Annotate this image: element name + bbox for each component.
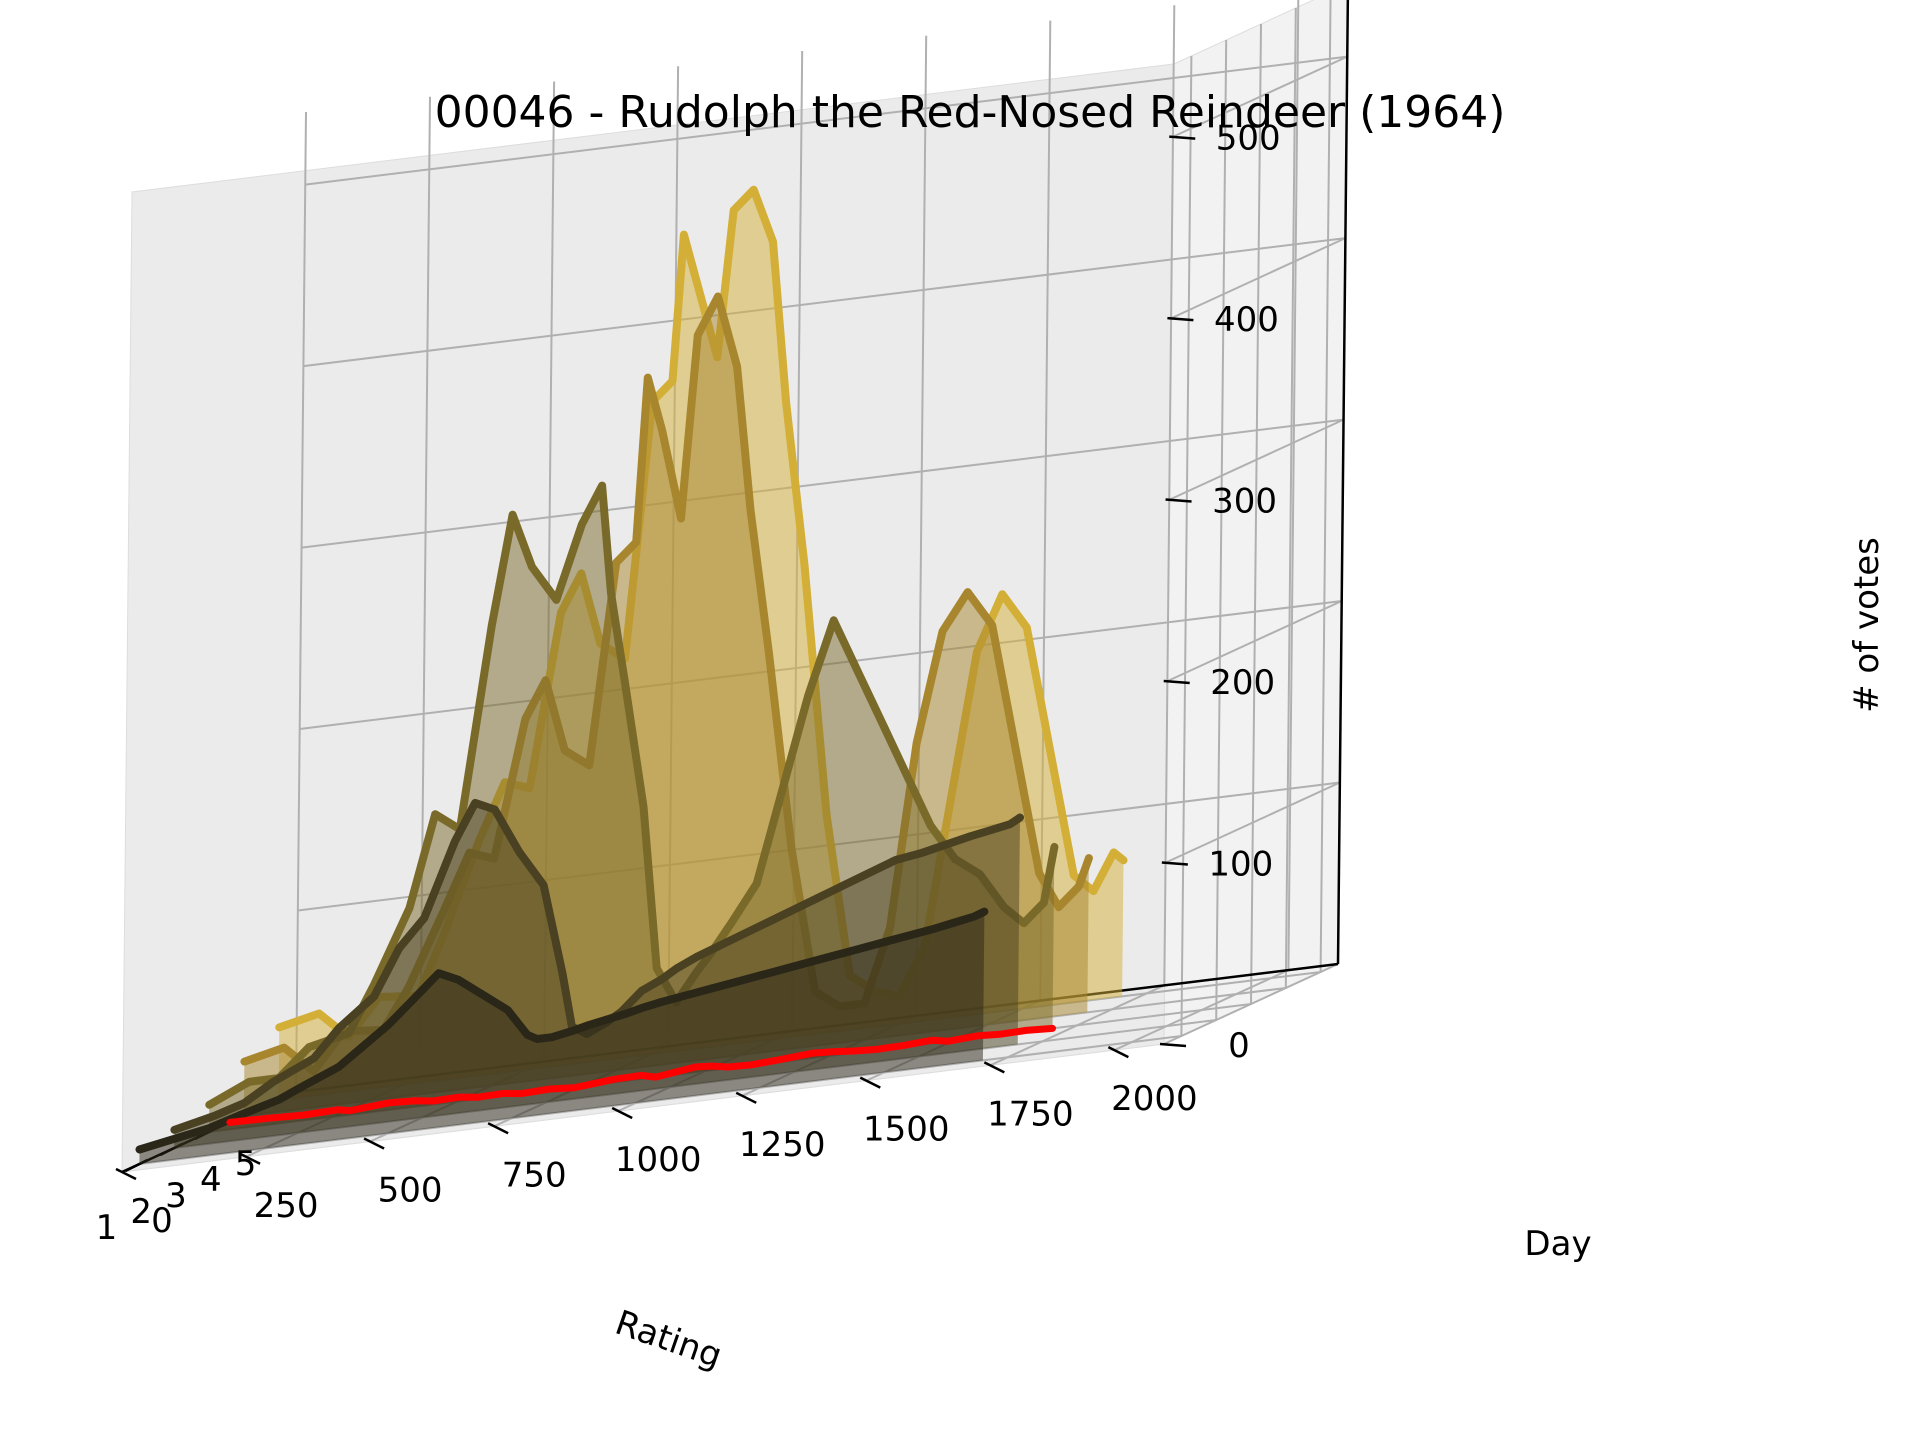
y-tick-label: 1750 — [987, 1094, 1074, 1134]
y-tick — [487, 1122, 509, 1135]
x-tick-label: 1 — [96, 1208, 118, 1248]
y-tick — [611, 1106, 633, 1120]
y-tick — [1107, 1045, 1129, 1059]
z-tick-label: 200 — [1210, 663, 1275, 703]
x-tick-label: 5 — [235, 1144, 257, 1184]
y-tick — [983, 1061, 1005, 1074]
z-tick — [1161, 861, 1188, 866]
y-tick — [859, 1076, 881, 1089]
z-tick — [1169, 135, 1196, 140]
y-tick-label: 1500 — [863, 1110, 950, 1150]
series-line — [135, 907, 989, 1154]
z-axis-label: # of votes — [1847, 537, 1887, 713]
y-tick-label: 0 — [151, 1201, 173, 1241]
chart-title: 00046 - Rudolph the Red-Nosed Reindeer (… — [435, 87, 1506, 138]
y-tick-label: 500 — [378, 1171, 443, 1211]
y-axis-label: Day — [1524, 1224, 1591, 1264]
z-tick-label: 400 — [1214, 300, 1279, 340]
z-tick — [1163, 679, 1190, 685]
y-tick-label: 250 — [254, 1186, 319, 1226]
y-tick — [363, 1137, 385, 1150]
y-tick — [115, 1167, 137, 1181]
z-tick-label: 0 — [1228, 1026, 1250, 1066]
z-tick — [1159, 1042, 1187, 1048]
x-tick-label: 2 — [130, 1192, 152, 1232]
x-axis-label: Rating — [610, 1303, 727, 1377]
z-tick-label: 100 — [1208, 845, 1273, 885]
y-tick — [735, 1091, 757, 1104]
z-tick-label: 300 — [1212, 482, 1277, 522]
x-tick-label: 3 — [165, 1176, 187, 1216]
y-tick-label: 1000 — [615, 1140, 702, 1180]
z-tick — [1165, 498, 1192, 503]
series-rating-1 — [135, 907, 989, 1164]
z-axis-line — [1336, 0, 1350, 965]
series-line — [205, 481, 1059, 1109]
series-layer — [135, 185, 1128, 1164]
y-tick-label: 750 — [502, 1155, 567, 1195]
y-tick-label: 2000 — [1111, 1079, 1198, 1119]
z-tick-label: 500 — [1216, 119, 1281, 159]
x-tick-label: 4 — [200, 1160, 222, 1200]
y-tick-label: 1250 — [739, 1125, 826, 1165]
z-tick — [1167, 316, 1194, 322]
mean-rating-trace — [226, 1024, 1056, 1126]
y-tick — [239, 1152, 261, 1165]
